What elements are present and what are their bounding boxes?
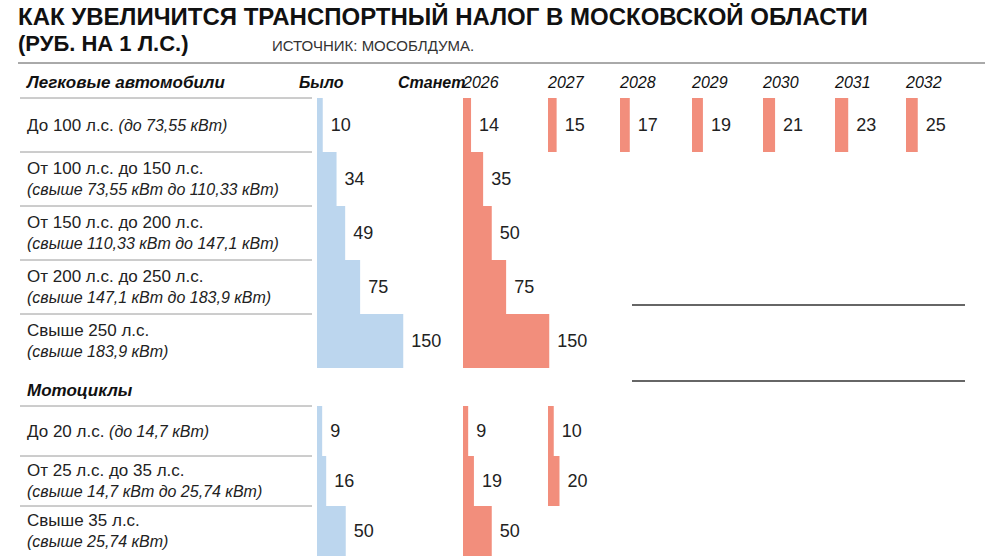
svg-text:(РУБ. НА 1 Л.С.): (РУБ. НА 1 Л.С.) (18, 31, 189, 56)
svg-text:(свыше 25,74 кВт): (свыше 25,74 кВт) (27, 533, 168, 550)
svg-text:Станет: Станет (398, 74, 465, 91)
svg-text:(свыше 147,1 кВт до 183,9 кВт): (свыше 147,1 кВт до 183,9 кВт) (27, 289, 271, 306)
svg-text:(до 14,7 кВт): (до 14,7 кВт) (109, 423, 209, 440)
svg-text:17: 17 (638, 115, 658, 135)
svg-text:150: 150 (557, 331, 587, 351)
svg-text:ИСТОЧНИК: МОСОБЛДУМА.: ИСТОЧНИК: МОСОБЛДУМА. (272, 37, 474, 54)
svg-text:2029: 2029 (691, 74, 728, 91)
svg-text:2032: 2032 (905, 74, 942, 91)
svg-text:От 25 л.с. до 35 л.с.: От 25 л.с. до 35 л.с. (27, 461, 185, 480)
svg-text:15: 15 (565, 115, 585, 135)
svg-text:9: 9 (330, 421, 340, 441)
svg-text:19: 19 (711, 115, 731, 135)
svg-text:(свыше 14,7 кВт до 25,74 кВт): (свыше 14,7 кВт до 25,74 кВт) (27, 483, 262, 500)
svg-text:2027: 2027 (547, 74, 585, 91)
svg-text:До 20 л.с.: До 20 л.с. (27, 422, 109, 441)
svg-text:От 200 л.с. до 250 л.с.: От 200 л.с. до 250 л.с. (27, 267, 203, 286)
svg-text:2031: 2031 (834, 74, 871, 91)
svg-text:14: 14 (479, 115, 499, 135)
svg-text:10: 10 (562, 421, 582, 441)
svg-text:КАК УВЕЛИЧИТСЯ ТРАНСПОРТНЫЙ НА: КАК УВЕЛИЧИТСЯ ТРАНСПОРТНЫЙ НАЛОГ В МОСК… (18, 3, 868, 30)
svg-text:От 150 л.с. до 200 л.с.: От 150 л.с. до 200 л.с. (27, 213, 203, 232)
svg-text:75: 75 (368, 277, 388, 297)
svg-text:Свыше 35 л.с.: Свыше 35 л.с. (27, 511, 140, 530)
svg-text:34: 34 (345, 169, 365, 189)
svg-text:20: 20 (568, 471, 588, 491)
svg-text:Легковые автомобили: Легковые автомобили (25, 73, 225, 92)
svg-text:35: 35 (491, 169, 511, 189)
svg-text:50: 50 (500, 521, 520, 541)
svg-text:50: 50 (354, 521, 374, 541)
svg-text:Было: Было (299, 74, 344, 91)
svg-text:До 100 л.с.: До 100 л.с. (27, 116, 119, 135)
svg-text:2026: 2026 (462, 74, 499, 91)
svg-text:49: 49 (353, 223, 373, 243)
svg-text:(свыше 183,9 кВт): (свыше 183,9 кВт) (27, 343, 168, 360)
svg-text:25: 25 (926, 115, 946, 135)
svg-text:(свыше 73,55 кВт до 110,33 кВт: (свыше 73,55 кВт до 110,33 кВт) (27, 181, 279, 198)
svg-text:50: 50 (500, 223, 520, 243)
svg-text:19: 19 (482, 471, 502, 491)
svg-text:2028: 2028 (619, 74, 656, 91)
svg-text:23: 23 (856, 115, 876, 135)
svg-text:2030: 2030 (762, 74, 799, 91)
svg-text:10: 10 (331, 115, 351, 135)
svg-text:75: 75 (514, 277, 534, 297)
svg-text:От 100 л.с. до 150 л.с.: От 100 л.с. до 150 л.с. (27, 159, 203, 178)
svg-text:9: 9 (476, 421, 486, 441)
svg-text:150: 150 (411, 331, 441, 351)
svg-text:(до 73,55 кВт): (до 73,55 кВт) (119, 117, 228, 134)
svg-text:Свыше 250 л.с.: Свыше 250 л.с. (27, 321, 149, 340)
svg-text:16: 16 (334, 471, 354, 491)
svg-text:Мотоциклы: Мотоциклы (27, 381, 133, 400)
svg-text:21: 21 (783, 115, 803, 135)
svg-text:(свыше 110,33 кВт до 147,1 кВт: (свыше 110,33 кВт до 147,1 кВт) (27, 235, 279, 252)
